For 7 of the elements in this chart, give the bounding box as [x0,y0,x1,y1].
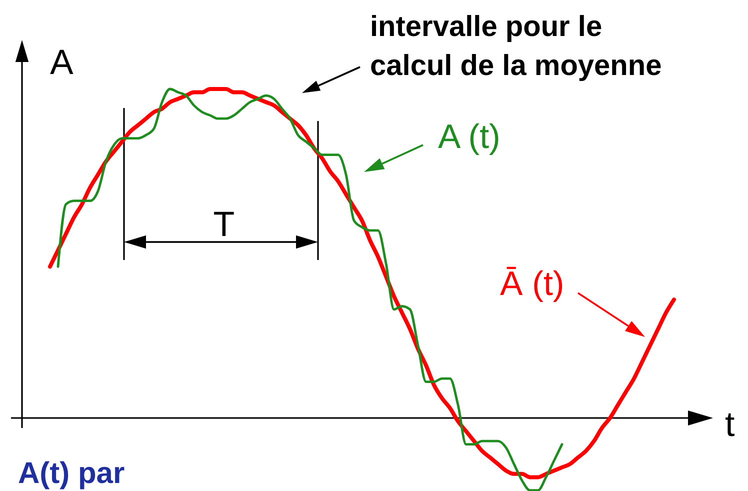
x-axis-title: t [725,405,735,444]
text: Ā (t) [500,265,564,303]
y-axis-title: A [50,43,74,82]
annotation: T [213,205,235,244]
text: intervalle pour le calcul de la moyenne [370,11,662,82]
annotation: A(t) par [18,457,125,490]
legend-label: A (t) [438,118,500,156]
